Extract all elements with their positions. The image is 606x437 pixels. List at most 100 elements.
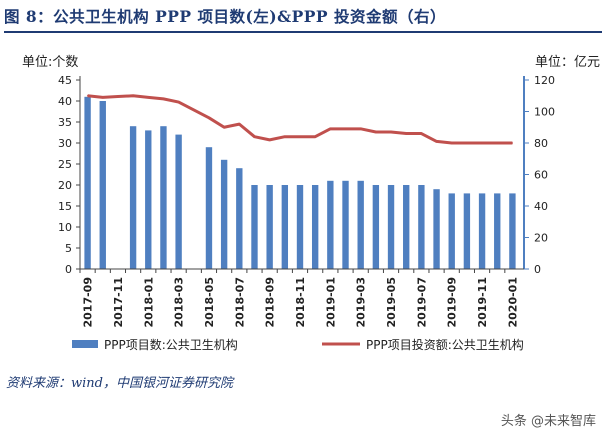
bar (251, 185, 258, 269)
right-axis: 0 20 40 60 80 100 120 (523, 74, 555, 276)
line-point (193, 109, 195, 111)
line-point (451, 142, 453, 144)
x-tick-label: 2019-05 (385, 277, 398, 328)
left-tick-label: 5 (65, 242, 72, 255)
bar (418, 185, 425, 269)
line-point (147, 96, 149, 98)
left-axis: 0 5 10 15 20 25 30 35 40 45 (58, 74, 81, 276)
bar (220, 159, 228, 269)
x-tick-label: 2019-11 (476, 277, 489, 328)
x-tick-label: 2018-01 (142, 277, 155, 328)
bar (494, 193, 501, 269)
bar (311, 185, 319, 269)
x-tick-label: 2019-03 (355, 277, 368, 328)
left-tick-label: 45 (58, 74, 72, 87)
line-point (102, 96, 104, 98)
legend-line-label: PPP项目投资额:公共卫生机构 (366, 337, 524, 352)
line-point (314, 136, 316, 138)
line-point (132, 95, 134, 97)
bar (281, 185, 289, 269)
x-tick-label: 2018-05 (203, 277, 216, 328)
legend-bar-swatch (72, 340, 98, 348)
left-tick-label: 20 (58, 179, 72, 192)
line-point (481, 142, 483, 144)
line-point (405, 132, 407, 135)
line-point (253, 136, 256, 138)
title-divider (4, 31, 602, 33)
right-tick-label: 100 (534, 106, 555, 119)
legend-bar-label: PPP项目数:公共卫生机构 (104, 337, 238, 352)
legend: PPP项目数:公共卫生机构 PPP项目投资额:公共卫生机构 (72, 337, 524, 352)
bar (463, 193, 471, 269)
bar (342, 180, 349, 269)
x-tick-label: 2019-09 (446, 277, 459, 328)
left-tick-label: 35 (58, 116, 72, 129)
bar (129, 126, 137, 269)
line-point (238, 123, 240, 125)
bar-series (84, 96, 516, 269)
line-point (360, 128, 362, 130)
bar (478, 193, 486, 269)
left-tick-label: 0 (65, 263, 72, 276)
right-tick-label: 40 (534, 200, 548, 213)
left-tick-label: 30 (58, 137, 72, 150)
line-point (269, 139, 271, 141)
source-note: 资料来源：wind，中国银河证券研究院 (6, 376, 233, 391)
left-tick-label: 10 (58, 221, 72, 234)
left-tick-label: 25 (58, 158, 72, 171)
bar (403, 185, 410, 269)
bar (387, 185, 395, 269)
combo-chart: 单位:个数 单位：亿元 0 5 10 15 20 25 30 35 40 45 0 20 40 60 80… (22, 55, 600, 352)
line-point (511, 142, 514, 144)
line-point (223, 126, 225, 128)
bar (236, 168, 243, 269)
x-tick-label: 2018-03 (173, 277, 186, 328)
line-point (162, 98, 165, 100)
right-unit-label: 单位：亿元 (535, 55, 600, 70)
line-point (496, 142, 498, 144)
x-axis: 2017-09 2017-11 2018-01 2018-03 2018-05 2018-… (79, 268, 524, 328)
line-point (299, 136, 301, 138)
x-tick-label: 2018-07 (233, 277, 246, 328)
x-tick-label: 2017-09 (82, 277, 95, 328)
left-tick-label: 15 (58, 200, 72, 213)
bar (175, 134, 182, 269)
bar (145, 130, 152, 269)
line-point (435, 140, 438, 143)
right-tick-label: 60 (534, 169, 548, 182)
bar (433, 189, 440, 269)
line-point (86, 95, 89, 97)
line-point (117, 95, 119, 98)
right-tick-label: 20 (534, 232, 548, 245)
x-tick-label: 2019-01 (324, 277, 337, 328)
left-unit-label: 单位:个数 (22, 55, 78, 70)
x-tick-label: 2017-11 (112, 277, 125, 328)
x-tick-label: 2020-01 (506, 277, 519, 328)
bar (84, 96, 91, 269)
line-point (375, 131, 377, 133)
bar (99, 101, 106, 269)
x-tick-label: 2019-07 (415, 277, 428, 328)
line-point (284, 136, 286, 138)
bar (327, 180, 334, 269)
left-tick-label: 40 (58, 95, 72, 108)
line-point (344, 128, 347, 130)
x-tick-label: 2018-09 (264, 277, 277, 328)
line-point (208, 117, 210, 119)
bar (296, 185, 304, 269)
bar (357, 180, 364, 269)
line-point (329, 128, 331, 130)
right-tick-label: 80 (534, 137, 548, 150)
bar (448, 193, 455, 269)
line-point (466, 142, 468, 144)
figure-title: 图 8：公共卫生机构 PPP 项目数(左)&PPP 投资金额（右） (4, 7, 446, 26)
right-tick-label: 120 (534, 74, 555, 87)
line-point (178, 101, 180, 103)
bar (205, 147, 213, 269)
bar (372, 185, 380, 269)
watermark: 头条 @未来智库 (500, 414, 596, 429)
bar (266, 185, 273, 269)
line-series (86, 94, 514, 145)
x-tick-label: 2018-11 (294, 277, 307, 328)
right-tick-label: 0 (534, 263, 541, 276)
